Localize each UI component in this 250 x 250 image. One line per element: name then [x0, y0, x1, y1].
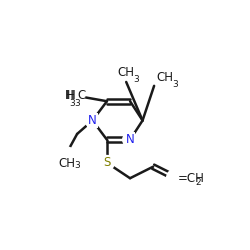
- Circle shape: [85, 113, 100, 128]
- Text: N: N: [88, 114, 97, 127]
- Circle shape: [57, 146, 74, 164]
- Text: C: C: [78, 89, 86, 102]
- Text: H: H: [64, 89, 73, 102]
- Text: 2: 2: [195, 178, 201, 187]
- Text: CH: CH: [118, 66, 135, 79]
- Text: 3: 3: [74, 99, 80, 108]
- Text: CH: CH: [58, 157, 75, 170]
- Text: H: H: [66, 88, 75, 102]
- Text: =CH: =CH: [178, 172, 205, 185]
- Text: 3: 3: [172, 80, 177, 89]
- Text: S: S: [103, 156, 111, 169]
- Circle shape: [100, 156, 114, 170]
- Text: N: N: [126, 133, 134, 146]
- Circle shape: [166, 168, 186, 188]
- Circle shape: [123, 132, 137, 147]
- Text: 3: 3: [74, 162, 80, 170]
- Text: H: H: [66, 88, 75, 102]
- Text: 3: 3: [70, 100, 75, 108]
- Circle shape: [64, 85, 85, 106]
- Text: CH: CH: [156, 71, 173, 84]
- Text: 3: 3: [134, 76, 139, 84]
